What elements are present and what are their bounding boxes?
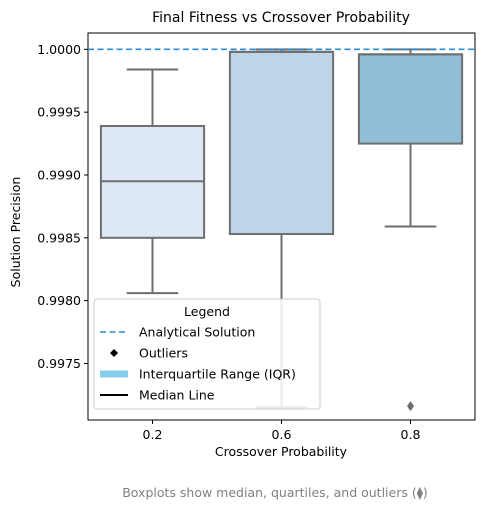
chart-caption: Boxplots show median, quartiles, and out… xyxy=(122,485,428,500)
plot-area: 0.9975 0.9980 0.9985 0.9990 0.9995 1.0000 0.2 0… xyxy=(37,32,476,442)
y-tick-label: 0.9980 xyxy=(37,293,81,308)
legend-entry-label: Interquartile Range (IQR) xyxy=(139,367,296,382)
legend-box xyxy=(93,298,321,410)
y-tick-label: 0.9995 xyxy=(37,105,81,120)
y-tick-label: 1.0000 xyxy=(37,42,81,57)
box-iqr xyxy=(228,50,335,236)
x-tick-label: 0.6 xyxy=(272,427,292,442)
y-tick-label: 0.9985 xyxy=(37,230,81,245)
legend-handle-diamond xyxy=(110,349,118,357)
legend-entry-label: Outliers xyxy=(139,346,188,361)
x-tick-label: 0.8 xyxy=(401,427,421,442)
x-axis-label: Crossover Probability xyxy=(215,444,348,459)
y-tick-label: 0.9990 xyxy=(37,167,81,182)
legend: Legend Analytical Solution Outliers Interqu… xyxy=(93,298,321,410)
y-axis-label: Solution Precision xyxy=(8,177,23,288)
outlier-point xyxy=(407,401,414,412)
box-iqr xyxy=(357,53,464,145)
legend-entry-label: Median Line xyxy=(139,388,215,403)
legend-title: Legend xyxy=(184,304,230,319)
x-tick-label: 0.2 xyxy=(143,427,163,442)
y-tick-label: 0.9975 xyxy=(37,356,81,371)
legend-entry-label: Analytical Solution xyxy=(139,325,255,340)
chart-title: Final Fitness vs Crossover Probability xyxy=(152,10,410,26)
